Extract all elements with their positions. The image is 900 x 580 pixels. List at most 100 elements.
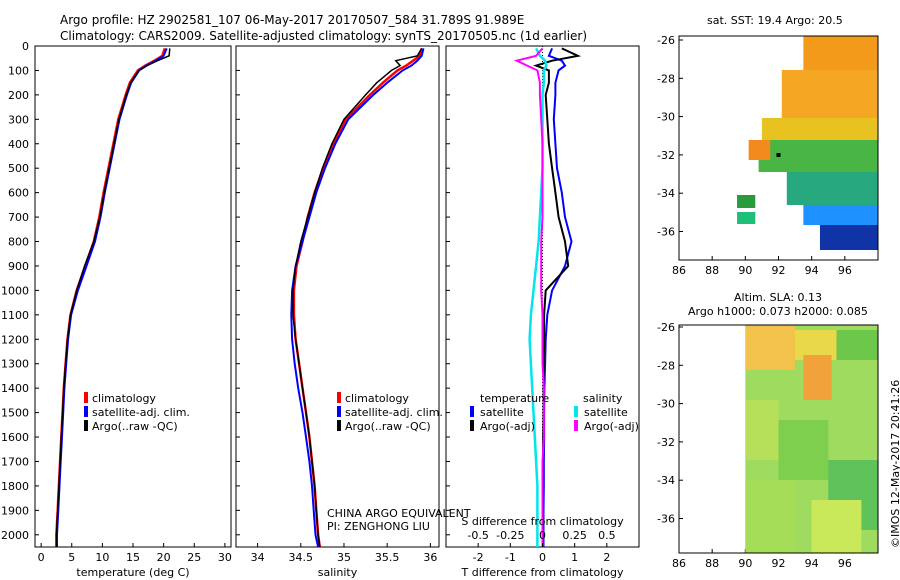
sst-field-patch xyxy=(781,70,878,118)
sla-title-2: Argo h1000: 0.073 h2000: 0.085 xyxy=(688,305,868,318)
sla-field-patch xyxy=(745,400,779,460)
depth-tick-label: 300 xyxy=(8,113,29,126)
legend-swatch-blue xyxy=(337,406,341,417)
x-tick-label: 35 xyxy=(337,551,351,564)
sst-field-patch xyxy=(761,118,878,140)
depth-tick-label: 1100 xyxy=(1,309,29,322)
map-y-tick-label: -26 xyxy=(657,34,675,47)
depth-tick-label: 1700 xyxy=(1,455,29,468)
depth-tick-label: 1500 xyxy=(1,407,29,420)
x-axis-label: temperature (deg C) xyxy=(76,566,189,579)
map-y-tick-label: -30 xyxy=(657,398,675,411)
legend-swatch-black xyxy=(337,420,341,431)
legend-label: Argo(..raw -QC) xyxy=(345,420,431,433)
sla-field-patch xyxy=(811,500,862,553)
x-axis-label: salinity xyxy=(318,566,358,579)
depth-tick-label: 700 xyxy=(8,211,29,224)
legend-swatch-black xyxy=(84,420,88,431)
plot-frame-0 xyxy=(34,45,232,548)
x-tick-label: 34 xyxy=(251,551,265,564)
x-tick-label: 25 xyxy=(187,551,201,564)
x-tick-label: 10 xyxy=(95,551,109,564)
sla-field-patch xyxy=(836,330,878,360)
legend-swatch-cyan xyxy=(574,406,578,417)
title-line-1: Argo profile: HZ 2902581_107 06-May-2017… xyxy=(60,13,525,27)
depth-tick-label: 1300 xyxy=(1,358,29,371)
depth-tick-label: 500 xyxy=(8,162,29,175)
x-axis-label: T difference from climatology xyxy=(461,566,624,579)
x-tick-label: 34.5 xyxy=(289,551,314,564)
series-line-argo-raw-qc- xyxy=(292,48,423,548)
imos-stamp: ©IMOS 12-May-2017 20:41:26 xyxy=(889,379,900,548)
argo-position-marker xyxy=(776,153,781,157)
map-x-tick-label: 94 xyxy=(805,557,819,570)
x2-tick-label: 0.5 xyxy=(598,529,616,542)
x-tick-label: 36 xyxy=(423,551,437,564)
depth-tick-label: 1200 xyxy=(1,333,29,346)
legend-argo: Argo(..raw -QC) xyxy=(84,420,178,434)
map-y-tick-label: -30 xyxy=(657,111,675,124)
legend-t-argo: Argo(-adj) xyxy=(470,420,535,434)
legend-s-satellite: satellite xyxy=(574,406,628,420)
map-x-tick-label: 96 xyxy=(838,557,852,570)
x-tick-label: 15 xyxy=(126,551,140,564)
depth-tick-label: 900 xyxy=(8,260,29,273)
legend-satellite-clim: satellite-adj. clim. xyxy=(84,406,190,420)
map-x-tick-label: 86 xyxy=(672,264,686,277)
legend-swatch-black xyxy=(470,420,474,431)
x-tick-label: 0 xyxy=(539,551,546,564)
legend-swatch-blue xyxy=(470,406,474,417)
map-x-tick-label: 92 xyxy=(772,557,786,570)
map-y-tick-label: -34 xyxy=(657,474,675,487)
legend-satellite-clim: satellite-adj. clim. xyxy=(337,406,443,420)
legend-heading-salinity: salinity xyxy=(583,392,623,405)
depth-tick-label: 1600 xyxy=(1,431,29,444)
depth-tick-label: 600 xyxy=(8,187,29,200)
sst-field-patch xyxy=(786,172,878,205)
series-line-satellite-adj-clim- xyxy=(56,48,168,547)
sst-field-patch xyxy=(748,140,771,160)
legend-label: satellite xyxy=(480,406,524,419)
map-x-tick-label: 90 xyxy=(738,264,752,277)
map-y-tick-label: -34 xyxy=(657,187,675,200)
sla-map xyxy=(678,324,879,554)
depth-tick-label: 400 xyxy=(8,138,29,151)
x-tick-label: 5 xyxy=(68,551,75,564)
legend-climatology: climatology xyxy=(337,392,409,406)
depth-tick-label: 800 xyxy=(8,236,29,249)
legend-label: Argo(-adj) xyxy=(480,420,535,433)
sla-field-patch xyxy=(803,355,832,400)
sst-field-patch xyxy=(803,205,878,225)
legend-label: Argo(-adj) xyxy=(584,420,639,433)
sst-field-patch xyxy=(737,195,756,208)
series-line-climatology xyxy=(55,48,166,547)
x-tick-label: 2 xyxy=(603,551,610,564)
legend-t-satellite: satellite xyxy=(470,406,524,420)
sst-field-patch xyxy=(737,212,756,224)
x-tick-label: 1 xyxy=(571,551,578,564)
depth-tick-label: 2000 xyxy=(1,529,29,542)
sst-map-border xyxy=(678,35,879,261)
x2-tick-label: 0.25 xyxy=(562,529,587,542)
sla-map-border xyxy=(678,324,879,554)
legend-swatch-magenta xyxy=(574,420,578,431)
map-x-tick-label: 90 xyxy=(738,557,752,570)
sst-field-patch xyxy=(819,225,878,250)
x-tick-label: 0 xyxy=(38,551,45,564)
depth-tick-label: 1900 xyxy=(1,504,29,517)
series-line-argo-adj- xyxy=(513,47,545,547)
legend-label: climatology xyxy=(92,392,156,405)
map-y-tick-label: -36 xyxy=(657,513,675,526)
sst-title: sat. SST: 19.4 Argo: 20.5 xyxy=(707,14,843,27)
sla-field-patch xyxy=(778,420,829,480)
map-x-tick-label: 86 xyxy=(672,557,686,570)
depth-tick-label: 1000 xyxy=(1,284,29,297)
map-y-tick-label: -28 xyxy=(657,359,675,372)
legend-label: satellite-adj. clim. xyxy=(92,406,190,419)
legend-climatology: climatology xyxy=(84,392,156,406)
legend-swatch-blue xyxy=(84,406,88,417)
sla-title-1: Altim. SLA: 0.13 xyxy=(734,291,823,304)
x2-axis-label: S difference from climatology xyxy=(461,515,624,528)
map-y-tick-label: -32 xyxy=(657,149,675,162)
